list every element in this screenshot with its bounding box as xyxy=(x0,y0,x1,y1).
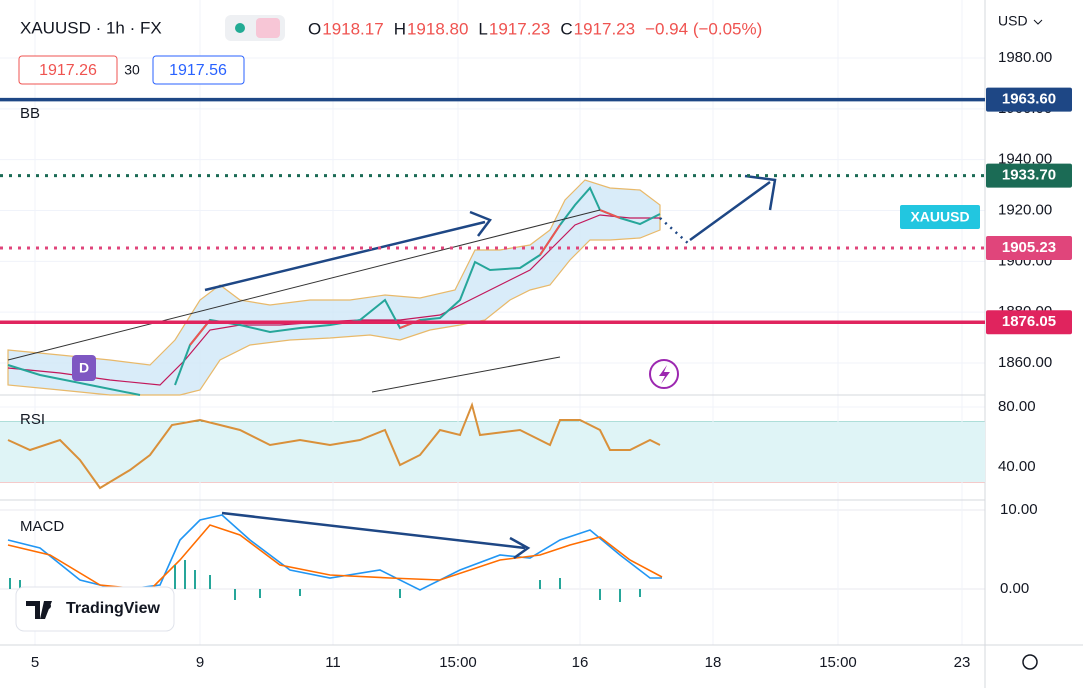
bb-label: BB xyxy=(20,105,40,122)
bid: 1917.26 xyxy=(39,62,97,79)
arrow xyxy=(221,511,531,560)
rsi-tick-label: 80.00 xyxy=(998,398,1036,415)
price-tick-label: 1940.00 xyxy=(998,151,1052,168)
symbol-tag-box xyxy=(900,205,980,229)
time-label: 23 xyxy=(954,654,971,671)
price-tick-label: 1920.00 xyxy=(998,201,1052,218)
time-label: 15:00 xyxy=(819,654,857,671)
rsi-tick-label: 40.00 xyxy=(998,458,1036,475)
time-label: 16 xyxy=(572,654,589,671)
lightning-icon[interactable] xyxy=(649,359,679,389)
axes: 1980.001960.001940.001920.001900.001880.… xyxy=(31,49,1072,671)
macd-histogram xyxy=(9,560,641,602)
level-label: 1963.60 xyxy=(1002,91,1056,108)
level-tag xyxy=(986,236,1072,261)
trendline xyxy=(371,356,561,393)
time-label: 15:00 xyxy=(439,654,477,671)
ask-box[interactable] xyxy=(152,55,245,85)
ask: 1917.56 xyxy=(169,62,227,79)
currency[interactable]: USD xyxy=(998,13,1028,29)
data-icon xyxy=(256,18,280,38)
time-label: 11 xyxy=(325,654,341,671)
ohlc: O 1918.17 H 1918.80 L 1917.23 C 1917.23 −0.94 (−… xyxy=(308,19,762,38)
bb-basis xyxy=(7,214,660,386)
ohlc-value: 1917.23 xyxy=(574,19,635,38)
brand-dot xyxy=(45,603,51,609)
ohlc-key: O xyxy=(308,19,321,38)
chevron xyxy=(1033,19,1043,25)
level-label: 1933.70 xyxy=(1002,167,1056,184)
event-badge[interactable] xyxy=(72,355,96,381)
market-open-dot xyxy=(235,23,245,33)
price-candles-down xyxy=(189,209,621,346)
arrow xyxy=(689,174,777,242)
symbol-title: XAUUSD · 1h · FX xyxy=(20,18,162,37)
macd-tick-label: 10.00 xyxy=(1000,501,1038,518)
ohlc-value: 1917.23 xyxy=(489,19,550,38)
time-label: 5 xyxy=(31,654,39,671)
trendline xyxy=(7,209,601,361)
ohlc-key: L xyxy=(478,19,487,38)
ohlc-value: 1918.80 xyxy=(407,19,468,38)
time-label: 9 xyxy=(196,654,204,671)
arrow xyxy=(204,210,492,292)
change: −0.94 (−0.05%) xyxy=(645,19,762,38)
macd-label: MACD xyxy=(20,518,64,535)
price-tick-label: 1980.00 xyxy=(998,49,1052,66)
rsi-band xyxy=(0,422,985,482)
rsi-label: RSI xyxy=(20,411,45,428)
level-tag xyxy=(986,163,1072,188)
level-label: 1876.05 xyxy=(1002,313,1056,330)
ohlc-value: 1918.17 xyxy=(322,19,383,38)
ohlc-key: C xyxy=(560,19,572,38)
level-label: 1905.23 xyxy=(1002,239,1056,256)
brand-box[interactable] xyxy=(15,586,175,632)
ohlc-key: H xyxy=(394,19,406,38)
brand: TradingView xyxy=(66,600,161,617)
rsi-line xyxy=(7,401,661,490)
event-label: D xyxy=(79,360,89,376)
lightning-bolt xyxy=(659,365,670,384)
spread: 30 xyxy=(124,62,140,78)
price-tick-label: 1860.00 xyxy=(998,354,1052,371)
level-tag xyxy=(986,87,1072,112)
level-tag xyxy=(986,310,1072,335)
price-candles xyxy=(7,186,661,396)
settings-icon[interactable] xyxy=(1022,654,1038,670)
time-label: 18 xyxy=(705,654,722,671)
macd-tick-label: 0.00 xyxy=(1000,580,1029,597)
symbol-tag: XAUUSD xyxy=(910,209,969,225)
bid-box[interactable] xyxy=(18,55,118,85)
